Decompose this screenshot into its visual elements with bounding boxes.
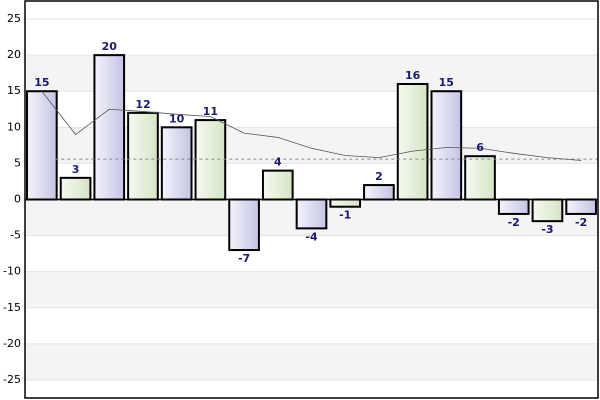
value-label: 11 [203, 105, 218, 118]
y-tick-label: 10 [7, 120, 21, 133]
value-label: 15 [34, 76, 49, 89]
bar [261, 169, 294, 201]
y-tick-label: -15 [3, 301, 21, 314]
bar [363, 184, 395, 201]
value-label: -2 [508, 216, 520, 229]
value-label: 15 [439, 76, 454, 89]
value-label: 4 [274, 156, 282, 169]
value-label: -4 [305, 230, 318, 243]
bar [497, 198, 530, 215]
bar [396, 83, 429, 201]
bar [194, 119, 227, 201]
y-tick-label: 0 [14, 193, 21, 206]
value-label: -2 [575, 216, 587, 229]
value-label: 2 [375, 170, 383, 183]
bar [531, 198, 564, 223]
y-tick-label: 25 [7, 12, 21, 25]
value-label: 3 [72, 163, 80, 176]
y-tick-label: -5 [10, 229, 21, 242]
bar [59, 176, 92, 201]
marks [26, 54, 598, 252]
y-tick-label: 15 [7, 84, 21, 97]
y-tick-label: -20 [3, 337, 21, 350]
value-label: 10 [169, 112, 185, 125]
value-label: 6 [476, 141, 484, 154]
y-tick-label: -10 [3, 265, 21, 278]
y-tick-label: 5 [14, 156, 21, 169]
value-label: 16 [405, 69, 421, 82]
bar [329, 198, 362, 208]
value-label: -3 [541, 223, 553, 236]
bar [127, 111, 159, 201]
bar [93, 54, 126, 201]
value-label: -1 [339, 209, 351, 222]
bar [565, 198, 597, 215]
y-tick-label: -25 [3, 373, 21, 386]
grid-band [25, 343, 598, 380]
bar [295, 198, 328, 230]
bar [228, 198, 260, 252]
bar [464, 155, 496, 201]
bar [160, 126, 193, 201]
y-tick-label: 20 [7, 48, 21, 61]
value-label: 12 [135, 98, 150, 111]
bar [430, 90, 463, 201]
value-label: -7 [238, 252, 250, 265]
trend-line [41, 90, 582, 161]
bar [26, 90, 58, 201]
value-label: 20 [102, 40, 118, 53]
grid-band [25, 271, 598, 308]
